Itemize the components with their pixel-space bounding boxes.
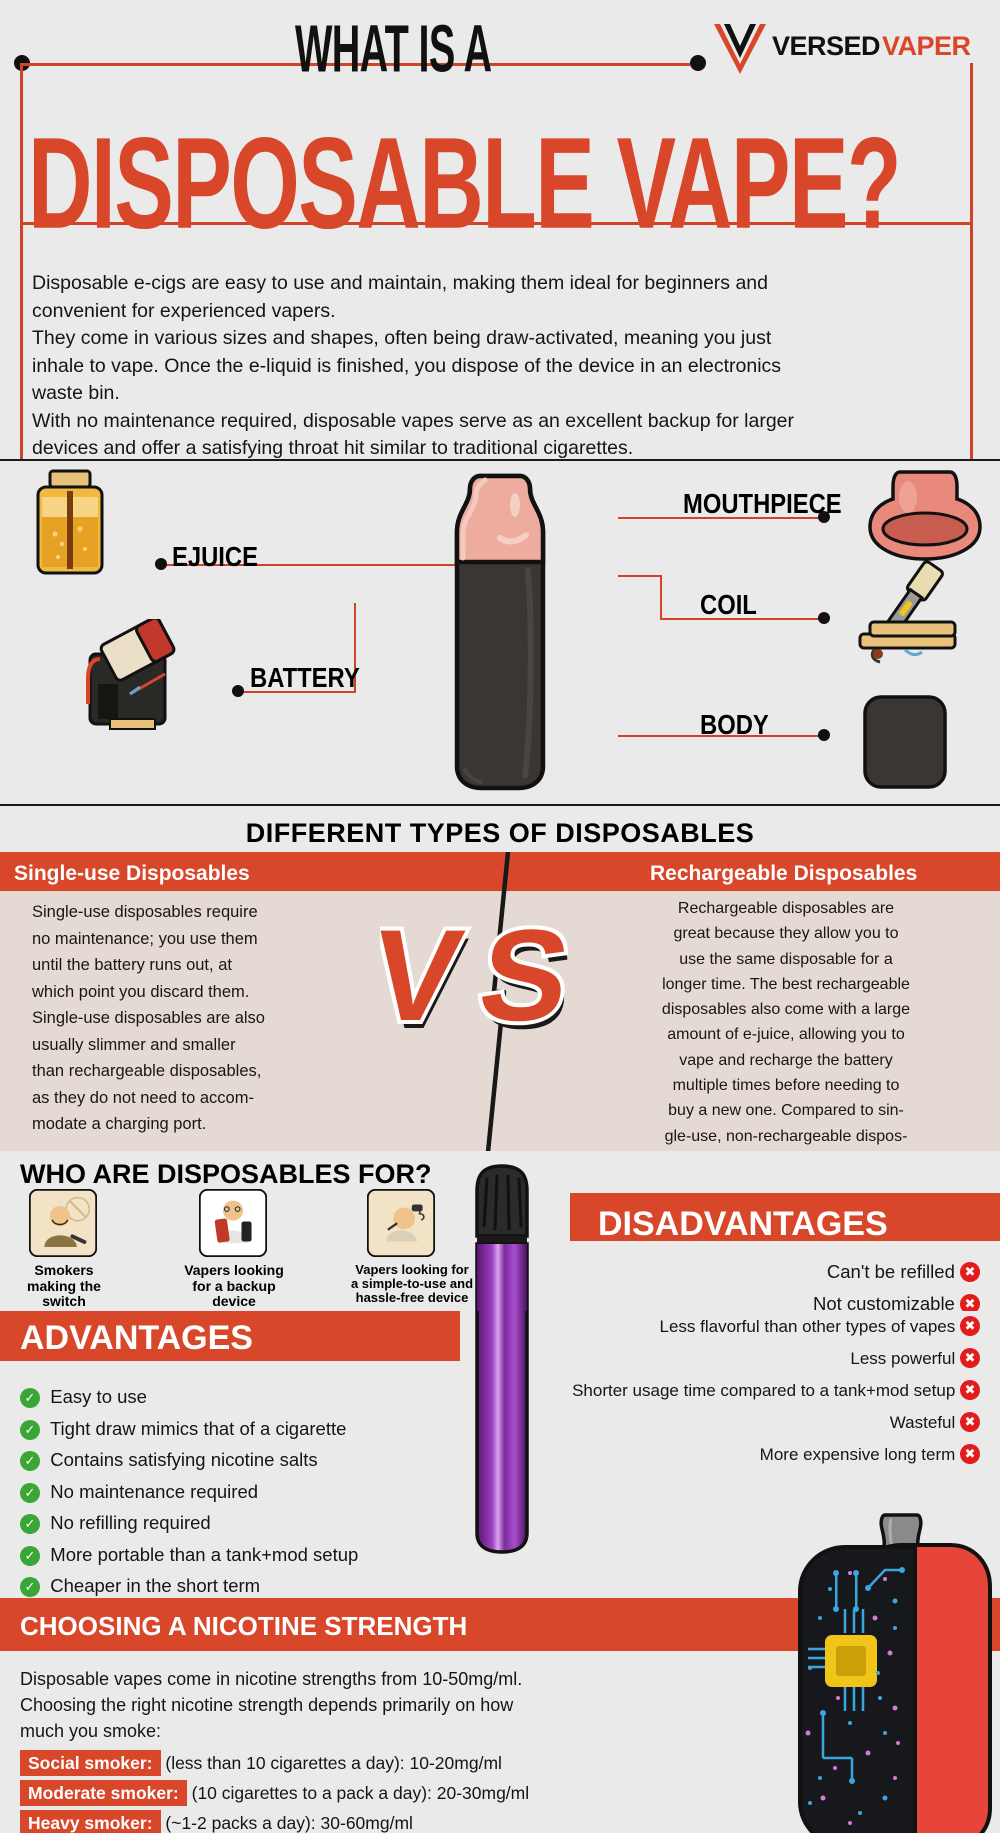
svg-text:VAPER: VAPER: [882, 31, 971, 61]
svg-text:VERSED: VERSED: [772, 31, 880, 61]
